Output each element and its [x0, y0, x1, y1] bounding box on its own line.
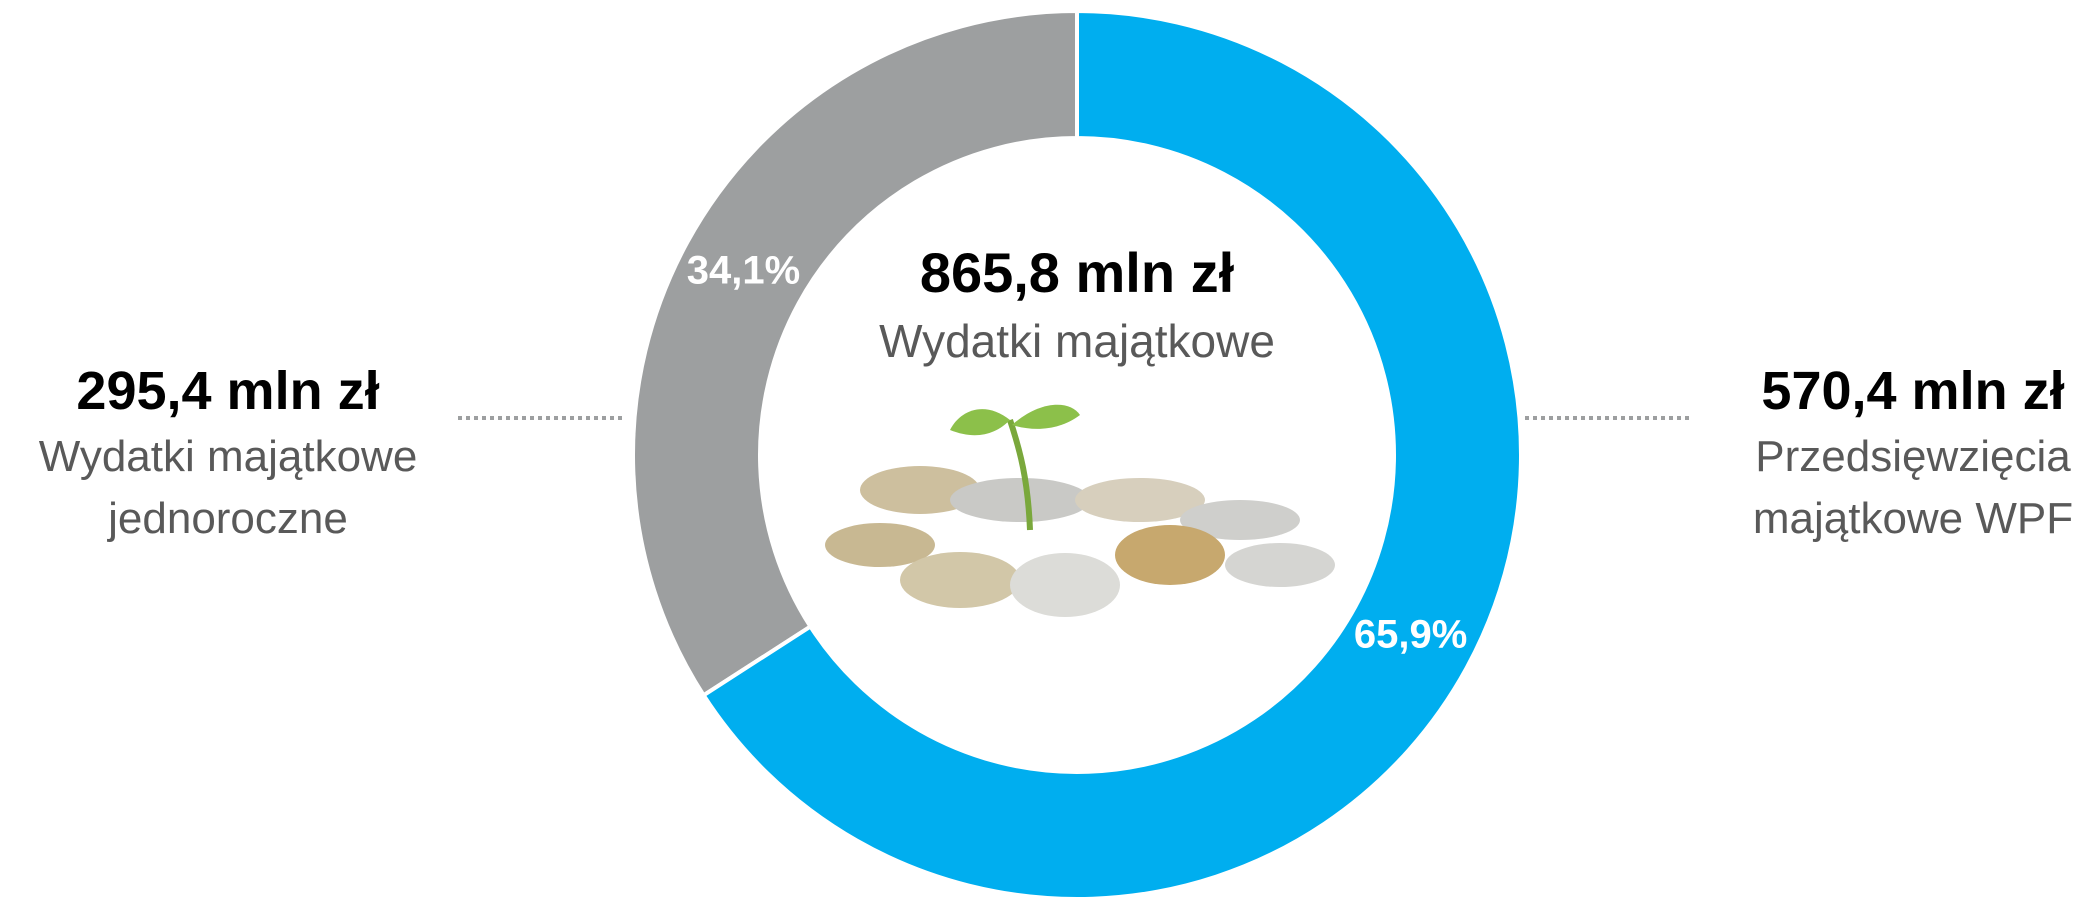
category: Przedsięwzięcia majątkowe WPF: [1752, 432, 2074, 543]
donut-segment: [700, 8, 1523, 898]
coins-illustration: [825, 404, 1335, 617]
center-title: 865,8 mln zł: [920, 241, 1235, 304]
category: Wydatki majątkowe jednoroczne: [38, 432, 418, 543]
value-label: 65,9%: [1354, 613, 1467, 657]
amount: 570,4 mln zł: [1761, 361, 2065, 421]
right-label: 570,4 mln zł Przedsięwzięcia majątkowe W…: [1733, 356, 2093, 550]
value-label: 34,1%: [687, 249, 800, 293]
donut-segment: [631, 8, 1079, 699]
amount: 295,4 mln zł: [76, 361, 380, 421]
left-label: 295,4 mln zł Wydatki majątkowe jednorocz…: [28, 356, 428, 550]
center-subtitle: Wydatki majątkowe: [879, 315, 1275, 367]
